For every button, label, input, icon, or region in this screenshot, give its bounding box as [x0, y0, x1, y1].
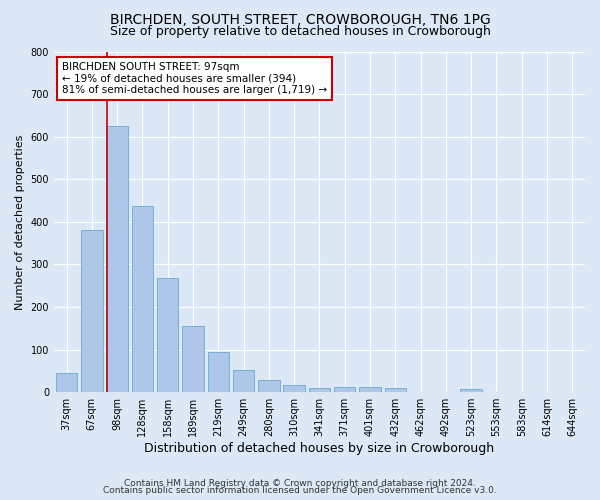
- Bar: [56, 373, 77, 392]
- Bar: [460, 389, 482, 392]
- Bar: [81, 230, 103, 392]
- Text: Contains public sector information licensed under the Open Government Licence v3: Contains public sector information licen…: [103, 486, 497, 495]
- Bar: [182, 326, 204, 392]
- X-axis label: Distribution of detached houses by size in Crowborough: Distribution of detached houses by size …: [145, 442, 494, 455]
- Bar: [157, 278, 178, 392]
- Bar: [359, 387, 381, 392]
- Bar: [309, 388, 330, 392]
- Bar: [131, 206, 153, 392]
- Bar: [106, 126, 128, 392]
- Bar: [233, 370, 254, 392]
- Bar: [385, 388, 406, 392]
- Text: BIRCHDEN SOUTH STREET: 97sqm
← 19% of detached houses are smaller (394)
81% of s: BIRCHDEN SOUTH STREET: 97sqm ← 19% of de…: [62, 62, 327, 95]
- Bar: [258, 380, 280, 392]
- Bar: [334, 387, 355, 392]
- Text: Contains HM Land Registry data © Crown copyright and database right 2024.: Contains HM Land Registry data © Crown c…: [124, 478, 476, 488]
- Text: Size of property relative to detached houses in Crowborough: Size of property relative to detached ho…: [110, 25, 490, 38]
- Y-axis label: Number of detached properties: Number of detached properties: [15, 134, 25, 310]
- Bar: [208, 352, 229, 392]
- Bar: [283, 385, 305, 392]
- Text: BIRCHDEN, SOUTH STREET, CROWBOROUGH, TN6 1PG: BIRCHDEN, SOUTH STREET, CROWBOROUGH, TN6…: [110, 12, 490, 26]
